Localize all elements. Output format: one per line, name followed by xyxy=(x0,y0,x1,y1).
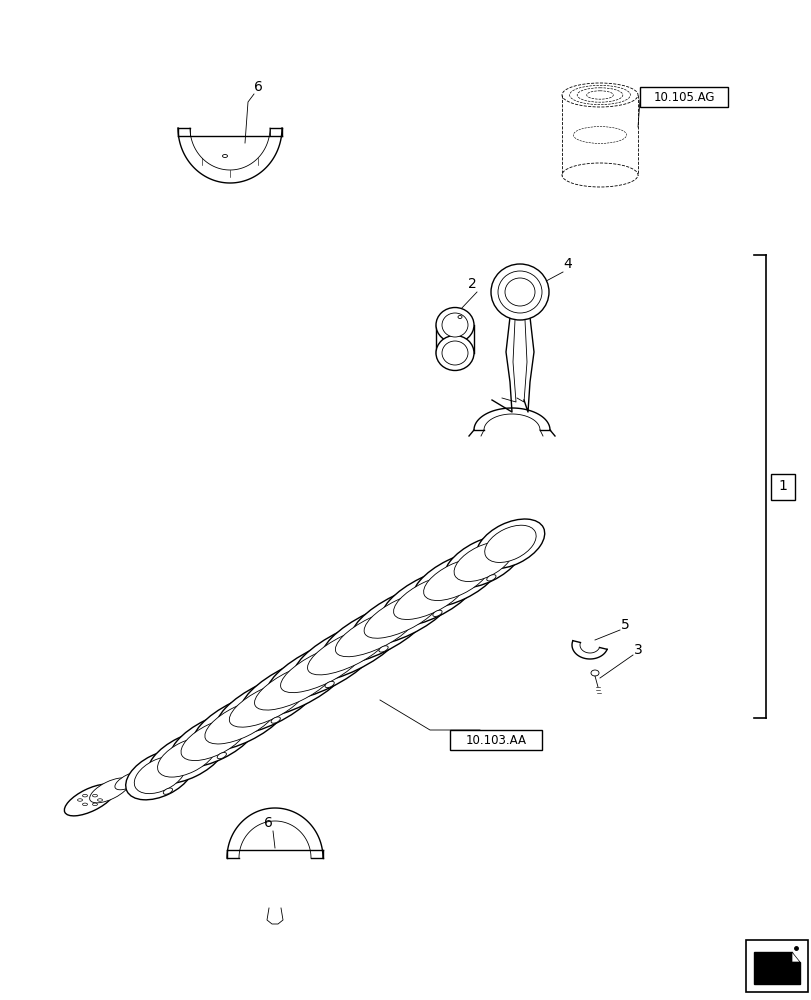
Text: 5: 5 xyxy=(620,618,629,632)
Polygon shape xyxy=(791,952,799,962)
Ellipse shape xyxy=(92,803,97,806)
Ellipse shape xyxy=(294,618,403,683)
Text: 10.103.AA: 10.103.AA xyxy=(465,734,526,746)
Ellipse shape xyxy=(134,756,186,794)
Bar xyxy=(449,730,541,750)
Ellipse shape xyxy=(453,542,513,581)
Ellipse shape xyxy=(441,313,467,337)
Ellipse shape xyxy=(379,646,388,652)
Ellipse shape xyxy=(83,803,88,806)
Ellipse shape xyxy=(475,519,544,569)
Bar xyxy=(639,87,727,107)
Ellipse shape xyxy=(484,525,535,562)
Ellipse shape xyxy=(169,711,257,768)
Ellipse shape xyxy=(217,673,319,735)
Text: 2: 2 xyxy=(467,277,476,291)
Ellipse shape xyxy=(307,626,389,675)
Ellipse shape xyxy=(181,718,247,761)
Ellipse shape xyxy=(163,788,172,794)
Ellipse shape xyxy=(157,737,216,777)
Ellipse shape xyxy=(126,750,194,800)
Ellipse shape xyxy=(267,636,376,701)
Ellipse shape xyxy=(229,681,306,727)
Ellipse shape xyxy=(423,558,489,601)
Bar xyxy=(745,940,807,992)
Ellipse shape xyxy=(436,308,474,342)
Ellipse shape xyxy=(83,794,88,797)
Ellipse shape xyxy=(64,784,115,816)
Text: 3: 3 xyxy=(633,643,642,657)
Ellipse shape xyxy=(148,731,226,784)
Ellipse shape xyxy=(561,163,637,187)
Ellipse shape xyxy=(193,692,289,751)
Ellipse shape xyxy=(271,717,280,723)
Ellipse shape xyxy=(204,699,277,744)
Ellipse shape xyxy=(444,535,522,588)
Text: 10.105.AG: 10.105.AG xyxy=(652,91,714,104)
Ellipse shape xyxy=(393,575,465,619)
Ellipse shape xyxy=(97,799,102,801)
Bar xyxy=(770,474,794,499)
Ellipse shape xyxy=(324,681,334,688)
Ellipse shape xyxy=(381,567,477,627)
Ellipse shape xyxy=(222,155,227,158)
Ellipse shape xyxy=(217,752,226,759)
Polygon shape xyxy=(753,952,799,984)
Ellipse shape xyxy=(412,551,500,608)
Ellipse shape xyxy=(241,654,348,718)
Ellipse shape xyxy=(491,264,548,320)
Text: 6: 6 xyxy=(264,816,272,830)
Ellipse shape xyxy=(351,584,453,646)
Ellipse shape xyxy=(92,794,97,797)
Ellipse shape xyxy=(441,341,467,365)
Text: 4: 4 xyxy=(563,257,572,271)
Ellipse shape xyxy=(432,610,441,617)
Ellipse shape xyxy=(497,271,541,313)
Ellipse shape xyxy=(457,316,461,318)
Text: 1: 1 xyxy=(778,480,787,493)
Ellipse shape xyxy=(504,278,534,306)
Ellipse shape xyxy=(561,83,637,107)
Ellipse shape xyxy=(436,336,474,370)
Ellipse shape xyxy=(254,662,335,710)
Ellipse shape xyxy=(590,670,599,676)
Ellipse shape xyxy=(335,609,415,657)
Ellipse shape xyxy=(322,601,429,665)
Ellipse shape xyxy=(486,575,496,581)
Ellipse shape xyxy=(281,644,363,693)
Ellipse shape xyxy=(114,772,144,790)
Ellipse shape xyxy=(77,799,83,801)
Ellipse shape xyxy=(89,778,130,803)
Ellipse shape xyxy=(140,765,158,777)
Ellipse shape xyxy=(363,592,440,638)
Text: 6: 6 xyxy=(253,80,262,94)
